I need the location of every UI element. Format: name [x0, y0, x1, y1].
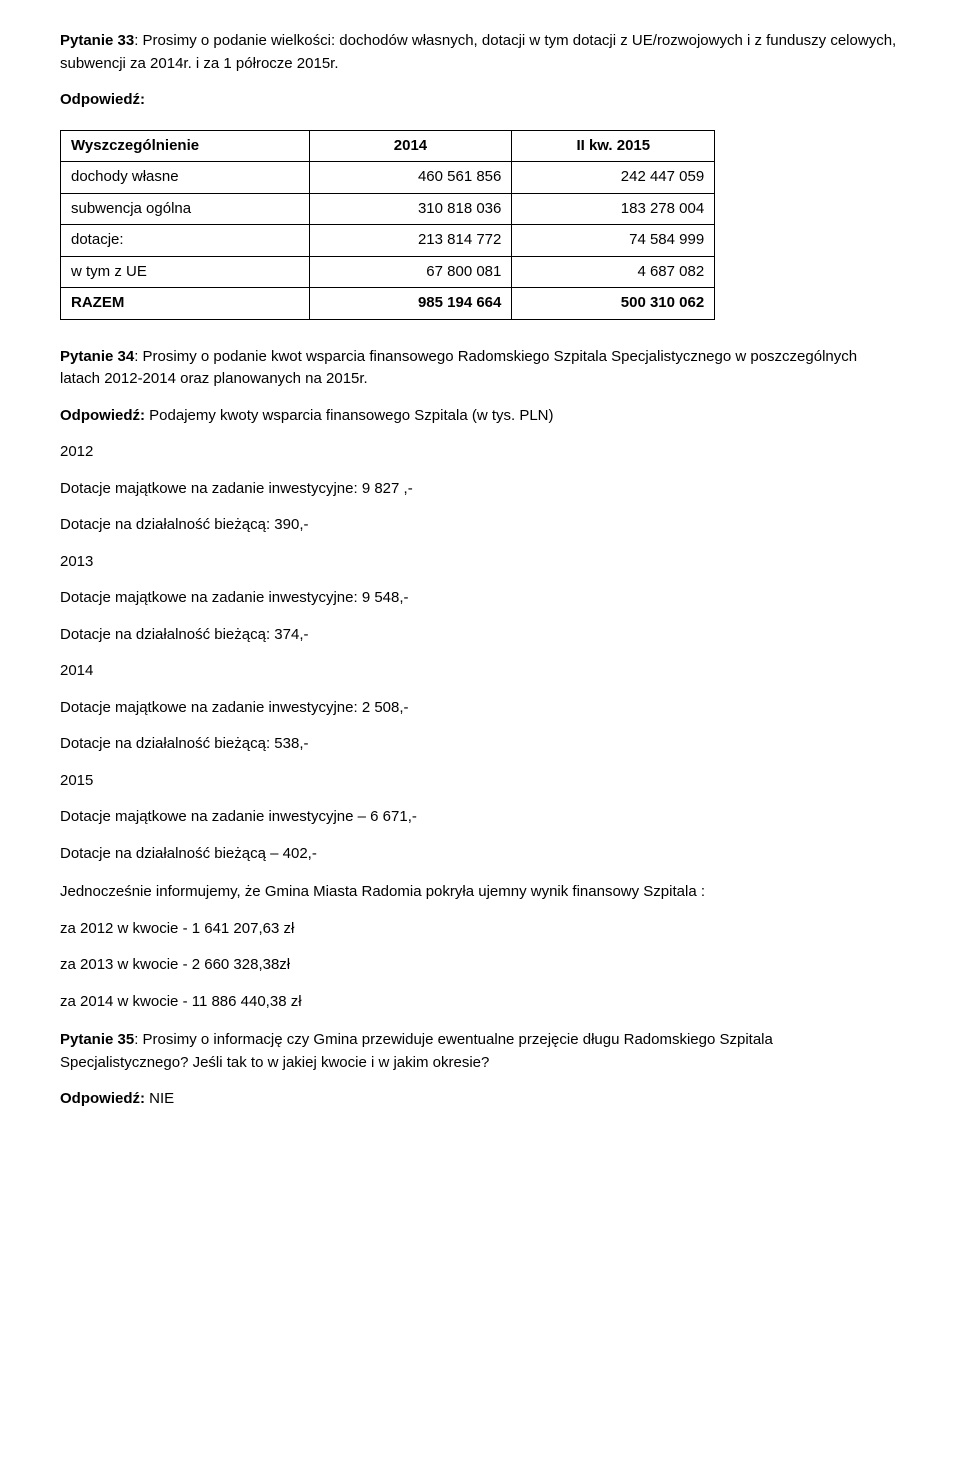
info-line: za 2013 w kwocie - 2 660 328,38zł — [60, 954, 900, 977]
info-lines: za 2012 w kwocie - 1 641 207,63 zł za 201… — [60, 918, 900, 1014]
row-value-cell: 74 584 999 — [512, 225, 715, 257]
info-intro: Jednocześnie informujemy, że Gmina Miast… — [60, 881, 900, 904]
table-head: Wyszczególnienie 2014 II kw. 2015 — [61, 130, 715, 162]
row-value-cell: 4 687 082 — [512, 256, 715, 288]
year-line-2: Dotacje na działalność bieżącą: 390,- — [60, 514, 900, 537]
year-line-2: Dotacje na działalność bieżącą: 538,- — [60, 733, 900, 756]
table-body: dochody własne460 561 856242 447 059subw… — [61, 162, 715, 320]
question-34-label: Pytanie 34 — [60, 348, 134, 365]
row-value-cell: 460 561 856 — [309, 162, 512, 194]
answer-35-text: NIE — [145, 1090, 174, 1107]
info-line: za 2012 w kwocie - 1 641 207,63 zł — [60, 918, 900, 941]
th-1: 2014 — [309, 130, 512, 162]
answer-35-para: Odpowiedź: NIE — [60, 1088, 900, 1111]
answer-34-text: Podajemy kwoty wsparcia finansowego Szpi… — [145, 407, 554, 424]
year-line-2: Dotacje na działalność bieżącą – 402,- — [60, 843, 900, 866]
question-33-para: Pytanie 33: Prosimy o podanie wielkości:… — [60, 30, 900, 75]
row-label-cell: w tym z UE — [61, 256, 310, 288]
answer-34-label: Odpowiedź: — [60, 407, 145, 424]
question-35-label: Pytanie 35 — [60, 1031, 134, 1048]
year-line-1: Dotacje majątkowe na zadanie inwestycyjn… — [60, 697, 900, 720]
row-label-cell: RAZEM — [61, 288, 310, 320]
years-block: 2012 Dotacje majątkowe na zadanie inwesty… — [60, 441, 900, 865]
question-35-para: Pytanie 35: Prosimy o informację czy Gmi… — [60, 1029, 900, 1074]
year-line-2: Dotacje na działalność bieżącą: 374,- — [60, 624, 900, 647]
table-header-row: Wyszczególnienie 2014 II kw. 2015 — [61, 130, 715, 162]
table-row: subwencja ogólna310 818 036183 278 004 — [61, 193, 715, 225]
row-label-cell: subwencja ogólna — [61, 193, 310, 225]
row-label-cell: dotacje: — [61, 225, 310, 257]
question-35-text: : Prosimy o informację czy Gmina przewid… — [60, 1031, 773, 1071]
year-line-1: Dotacje majątkowe na zadanie inwestycyjn… — [60, 478, 900, 501]
row-value-cell: 500 310 062 — [512, 288, 715, 320]
year-line-1: Dotacje majątkowe na zadanie inwestycyjn… — [60, 806, 900, 829]
row-value-cell: 985 194 664 — [309, 288, 512, 320]
th-2: II kw. 2015 — [512, 130, 715, 162]
table-row: dochody własne460 561 856242 447 059 — [61, 162, 715, 194]
question-34-para: Pytanie 34: Prosimy o podanie kwot wspar… — [60, 346, 900, 391]
answer-35-label: Odpowiedź: — [60, 1090, 145, 1107]
question-34-text: : Prosimy o podanie kwot wsparcia finans… — [60, 348, 857, 388]
year-heading: 2014 — [60, 660, 900, 683]
year-heading: 2013 — [60, 551, 900, 574]
row-value-cell: 67 800 081 — [309, 256, 512, 288]
answer-34-para: Odpowiedź: Podajemy kwoty wsparcia finan… — [60, 405, 900, 428]
year-heading: 2012 — [60, 441, 900, 464]
year-heading: 2015 — [60, 770, 900, 793]
question-33-text: : Prosimy o podanie wielkości: dochodów … — [60, 32, 896, 72]
row-label-cell: dochody własne — [61, 162, 310, 194]
row-value-cell: 310 818 036 — [309, 193, 512, 225]
table-row: w tym z UE67 800 0814 687 082 — [61, 256, 715, 288]
table-row: RAZEM985 194 664500 310 062 — [61, 288, 715, 320]
table-row: dotacje:213 814 77274 584 999 — [61, 225, 715, 257]
answer-33-label: Odpowiedź: — [60, 89, 900, 112]
th-0: Wyszczególnienie — [61, 130, 310, 162]
question-33-label: Pytanie 33 — [60, 32, 134, 49]
finance-table: Wyszczególnienie 2014 II kw. 2015 dochod… — [60, 130, 715, 320]
year-line-1: Dotacje majątkowe na zadanie inwestycyjn… — [60, 587, 900, 610]
row-value-cell: 183 278 004 — [512, 193, 715, 225]
row-value-cell: 242 447 059 — [512, 162, 715, 194]
row-value-cell: 213 814 772 — [309, 225, 512, 257]
info-line: za 2014 w kwocie - 11 886 440,38 zł — [60, 991, 900, 1014]
